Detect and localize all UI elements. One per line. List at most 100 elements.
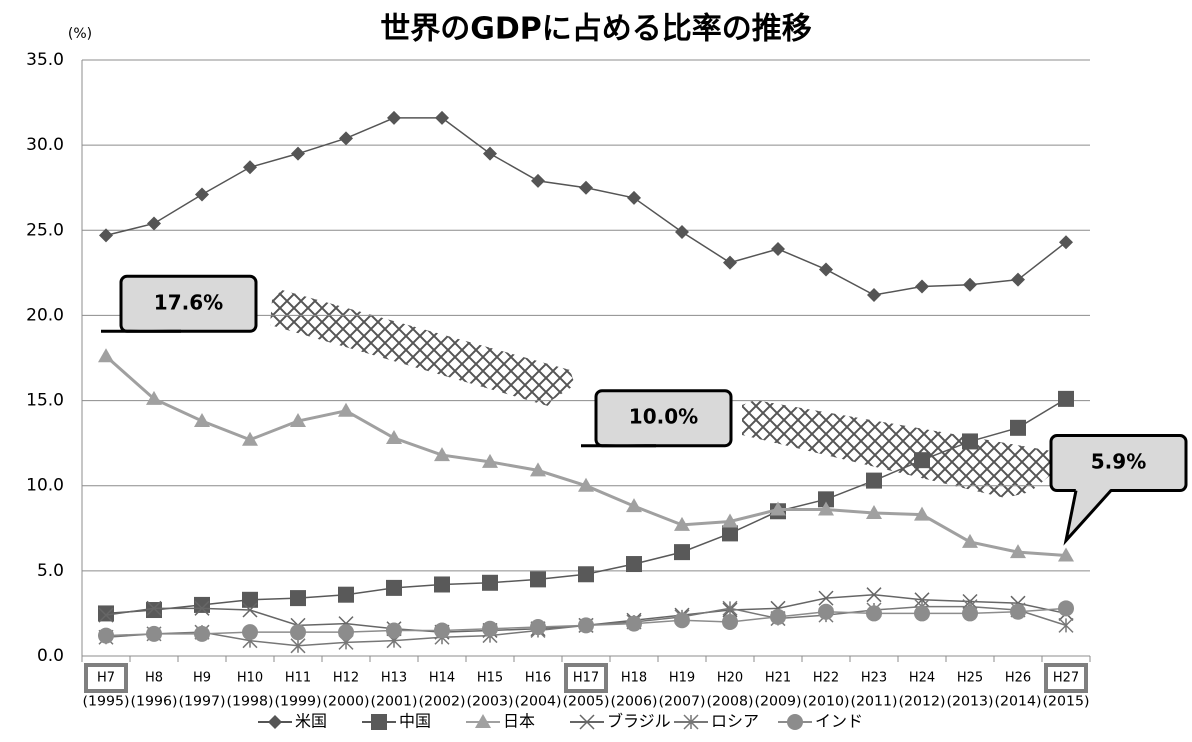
- marker: [578, 617, 594, 634]
- category-highlight: [1044, 663, 1088, 693]
- marker: [147, 216, 161, 231]
- x-tick-year: (1998): [227, 695, 274, 710]
- category-highlight: [564, 663, 608, 693]
- marker: [770, 608, 786, 625]
- marker: [290, 590, 306, 607]
- callout-box: [119, 274, 258, 333]
- marker: [914, 605, 930, 622]
- marker: [963, 277, 977, 292]
- marker: [243, 160, 257, 175]
- x-tick-label: H21: [765, 671, 791, 686]
- marker: [195, 187, 209, 202]
- marker: [338, 586, 354, 603]
- x-tick-year: (2002): [419, 695, 466, 710]
- x-tick-label: H22: [813, 671, 839, 686]
- x-tick-year: (2004): [515, 695, 562, 710]
- marker: [482, 574, 498, 591]
- x-tick-label: H10: [237, 671, 263, 686]
- marker: [98, 627, 114, 644]
- marker: [1010, 603, 1026, 620]
- marker: [723, 255, 737, 270]
- marker: [818, 501, 834, 516]
- marker: [818, 603, 834, 620]
- marker: [1058, 547, 1074, 562]
- marker: [1011, 272, 1025, 287]
- marker: [866, 605, 882, 622]
- marker: [98, 348, 114, 363]
- marker: [146, 602, 162, 619]
- marker: [434, 622, 450, 639]
- marker: [866, 472, 882, 489]
- marker: [483, 146, 497, 161]
- x-tick-label: H15: [477, 671, 503, 686]
- marker: [242, 591, 258, 608]
- marker: [962, 533, 978, 548]
- marker: [770, 501, 786, 516]
- x-tick-label: H19: [669, 671, 695, 686]
- marker: [386, 622, 402, 639]
- marker: [290, 413, 306, 428]
- x-tick-year: (2005): [563, 695, 610, 710]
- x-tick-year: (2012): [899, 695, 946, 710]
- marker: [290, 638, 306, 654]
- marker: [434, 576, 450, 593]
- trend-arrow: [270, 290, 575, 406]
- y-tick-label: 20.0: [26, 305, 64, 325]
- trend-arrow: [742, 400, 1075, 498]
- marker: [962, 605, 978, 622]
- legend-label: ロシア: [711, 712, 759, 731]
- legend-label: インド: [815, 712, 863, 731]
- x-tick-label: H24: [909, 671, 935, 686]
- marker: [579, 180, 593, 195]
- y-tick-label: 10.0: [26, 476, 64, 496]
- marker: [482, 620, 498, 637]
- x-tick-label: H25: [957, 671, 983, 686]
- marker: [722, 525, 738, 542]
- marker: [194, 596, 210, 613]
- marker: [722, 613, 738, 630]
- series: [98, 390, 1074, 622]
- marker: [98, 607, 114, 623]
- marker: [146, 390, 162, 405]
- marker: [627, 190, 641, 205]
- x-tick-year: (2006): [611, 695, 658, 710]
- marker: [818, 491, 834, 508]
- series: [98, 600, 1074, 644]
- legend-label: 日本: [503, 712, 535, 731]
- x-tick-label: H9: [193, 671, 211, 686]
- legend-label: ブラジル: [607, 712, 671, 731]
- marker: [99, 228, 113, 243]
- y-tick-label: 25.0: [26, 220, 64, 240]
- x-tick-year: (2007): [659, 695, 706, 710]
- marker: [290, 624, 306, 641]
- series: [99, 110, 1073, 302]
- marker: [475, 714, 491, 728]
- x-tick-label: H13: [381, 671, 407, 686]
- marker: [386, 579, 402, 596]
- y-tick-label: 35.0: [26, 50, 64, 70]
- x-tick-label: H20: [717, 671, 743, 686]
- series-line: [105, 117, 1067, 296]
- marker: [531, 173, 545, 188]
- x-tick-label: H7: [97, 671, 115, 686]
- marker: [578, 477, 594, 492]
- marker: [675, 224, 689, 239]
- marker: [98, 605, 114, 622]
- marker: [435, 110, 449, 125]
- y-tick-label: 0.0: [37, 646, 64, 666]
- category-highlight: [84, 663, 128, 693]
- x-tick-year: (2009): [755, 695, 802, 710]
- marker: [530, 571, 546, 588]
- x-tick-label: H17: [573, 671, 599, 686]
- marker: [339, 131, 353, 146]
- marker: [722, 513, 738, 528]
- marker: [962, 433, 978, 450]
- x-tick-year: (2010): [803, 695, 850, 710]
- marker: [674, 544, 690, 561]
- marker: [242, 624, 258, 641]
- x-tick-year: (1996): [131, 695, 178, 710]
- legend-label: 米国: [295, 712, 327, 731]
- marker: [530, 619, 546, 636]
- marker: [771, 242, 785, 257]
